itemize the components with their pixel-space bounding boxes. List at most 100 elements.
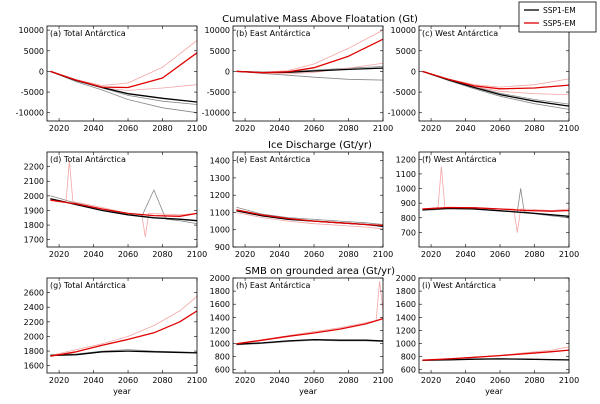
x-tick-label: 2100	[373, 376, 393, 385]
series-line-ssp5-em-spread	[50, 295, 197, 356]
y-tick-label: 1800	[396, 287, 416, 296]
row-title: Cumulative Mass Above Floatation (Gt)	[222, 14, 418, 25]
y-tick-label: 1000	[210, 340, 230, 349]
legend: SSP1-EM SSP5-EM	[518, 1, 597, 33]
y-tick-label: 5000	[396, 47, 416, 56]
y-tick-label: 2000	[24, 332, 44, 341]
y-tick-label: 1400	[210, 313, 230, 322]
series-line-ssp1-em-mean	[422, 358, 569, 361]
y-tick-label: 1000	[210, 226, 230, 235]
y-tick-label: 10000	[19, 26, 44, 35]
series-line-ssp1-em-spread	[50, 71, 197, 114]
series-line-ssp5-em-spread	[50, 160, 197, 238]
x-tick-label: 2100	[559, 250, 579, 259]
x-tick-label: 2020	[421, 376, 441, 385]
panel-label: (g) Total Antárctica	[50, 281, 126, 290]
x-tick-label: 2060	[490, 124, 510, 133]
x-axis-label: year	[485, 387, 504, 396]
panel-frame	[46, 151, 198, 248]
x-tick-label: 2020	[49, 250, 69, 259]
y-tick-label: 1200	[210, 191, 230, 200]
y-tick-label: 1900	[24, 206, 44, 215]
y-tick-label: 800	[401, 353, 416, 362]
y-tick-label: -5000	[207, 88, 230, 97]
series-group	[422, 346, 569, 361]
y-tick-label: -5000	[393, 88, 416, 97]
panel-2: 2020 2040 2060 2080 2100 10000 5000 0 -5000 -1000…	[388, 25, 579, 133]
y-tick-label: 2000	[24, 192, 44, 201]
x-tick-label: 2040	[455, 124, 475, 133]
x-tick-label: 2020	[235, 124, 255, 133]
x-tick-label: 2040	[83, 124, 103, 133]
x-tick-label: 2080	[338, 376, 358, 385]
x-tick-label: 2060	[304, 250, 324, 259]
series-line-ssp5-em-mean	[422, 349, 569, 361]
legend-label: SSP1-EM	[543, 6, 576, 15]
series-group	[50, 160, 197, 238]
panel-label: (c) West Antárctica	[422, 29, 498, 38]
panel-frame	[418, 151, 570, 248]
y-tick-label: 1200	[210, 326, 230, 335]
panel-label: (b) East Antárctica	[236, 29, 311, 38]
panel-0: 2020 2040 2060 2080 2100 10000 5000 0 -5000 -1000…	[16, 25, 207, 133]
y-tick-label: 1400	[210, 157, 230, 166]
x-tick-label: 2020	[421, 124, 441, 133]
x-tick-label: 2060	[304, 124, 324, 133]
x-tick-label: 2020	[421, 250, 441, 259]
panel-frame	[46, 277, 198, 374]
x-tick-label: 2060	[118, 124, 138, 133]
series-line-ssp5-em-mean	[236, 38, 383, 74]
x-tick-label: 2100	[373, 250, 393, 259]
series-line-ssp5-em-mean	[50, 52, 197, 89]
y-tick-label: 800	[401, 214, 416, 223]
y-tick-label: 1600	[210, 300, 230, 309]
x-tick-label: 2100	[559, 124, 579, 133]
x-tick-label: 2040	[455, 250, 475, 259]
x-tick-label: 2040	[83, 250, 103, 259]
x-tick-label: 2100	[559, 376, 579, 385]
y-tick-label: 5000	[24, 47, 44, 56]
panel-frame	[418, 25, 570, 122]
x-tick-label: 2080	[524, 250, 544, 259]
y-tick-label: 1100	[210, 208, 230, 217]
y-tick-label: 1000	[396, 185, 416, 194]
x-tick-label: 2060	[490, 250, 510, 259]
y-tick-label: 0	[225, 67, 230, 76]
y-tick-label: 2400	[24, 303, 44, 312]
panel-label: (e) East Antárctica	[236, 155, 310, 164]
panel-6: 2020 2040 2060 2080 2100 2600 2400 2200 2000 1800…	[24, 277, 207, 396]
row-title: SMB on grounded area (Gt/yr)	[245, 266, 395, 277]
y-tick-label: 10000	[391, 26, 416, 35]
series-line-ssp5-em-mean	[236, 317, 383, 345]
x-tick-label: 2040	[269, 376, 289, 385]
y-tick-label: 600	[401, 366, 416, 375]
y-tick-label: 1200	[396, 155, 416, 164]
y-tick-label: 1700	[24, 236, 44, 245]
y-tick-label: 900	[215, 243, 230, 252]
series-line-ssp5-em-spread	[236, 212, 383, 230]
series-line-ssp5-em-mean	[422, 206, 569, 212]
y-tick-label: 600	[215, 366, 230, 375]
x-tick-label: 2040	[269, 124, 289, 133]
x-tick-label: 2040	[269, 250, 289, 259]
x-axis-label: year	[113, 387, 132, 396]
x-tick-label: 2080	[524, 376, 544, 385]
y-tick-label: 800	[215, 353, 230, 362]
x-axis-label: year	[299, 387, 318, 396]
series-line-ssp5-em-mean	[422, 70, 569, 90]
y-tick-label: 2200	[24, 163, 44, 172]
x-tick-label: 2020	[235, 376, 255, 385]
series-line-ssp1-em-mean	[50, 350, 197, 357]
x-tick-label: 2020	[49, 124, 69, 133]
panel-frame	[46, 25, 198, 122]
panel-frame	[232, 151, 384, 248]
x-tick-label: 2080	[338, 250, 358, 259]
y-tick-label: -5000	[21, 88, 44, 97]
panel-label: (d) Total Antárctica	[50, 155, 126, 164]
x-tick-label: 2080	[524, 124, 544, 133]
y-tick-label: 1000	[396, 340, 416, 349]
series-line-ssp5-em-mean	[50, 310, 197, 357]
row-title: Ice Discharge (Gt/yr)	[268, 140, 372, 151]
y-tick-label: 10000	[205, 26, 230, 35]
y-tick-label: 1200	[396, 326, 416, 335]
